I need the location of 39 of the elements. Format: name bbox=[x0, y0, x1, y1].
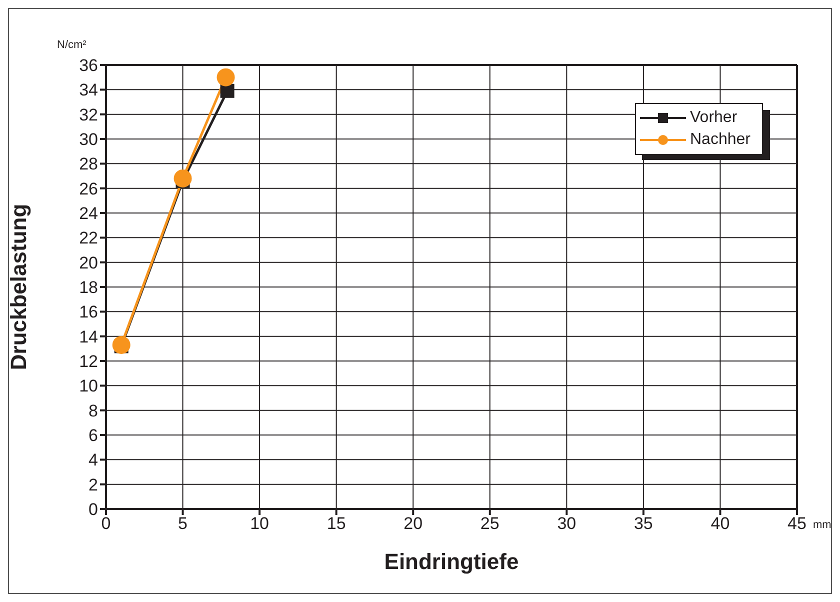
x-tick-label: 10 bbox=[250, 514, 270, 534]
y-tick-label: 22 bbox=[79, 228, 98, 248]
y-tick-label: 28 bbox=[79, 154, 98, 174]
x-tick-label: 15 bbox=[326, 514, 346, 534]
point bbox=[174, 169, 192, 188]
y-tick-label: 18 bbox=[79, 278, 98, 298]
x-tick-label: 5 bbox=[178, 514, 188, 534]
y-tick-label: 34 bbox=[79, 80, 98, 100]
x-tick-label: 25 bbox=[480, 514, 500, 534]
x-axis-title: Eindringtiefe bbox=[384, 549, 519, 574]
y-tick-label: 12 bbox=[79, 352, 98, 372]
y-tick-label: 24 bbox=[79, 204, 98, 224]
point bbox=[216, 68, 235, 86]
text: N/cm² bbox=[57, 39, 86, 51]
y-tick-label: 30 bbox=[79, 130, 98, 150]
y-tick-label: 6 bbox=[88, 426, 98, 446]
y-tick-label: 0 bbox=[88, 500, 98, 520]
text: mm bbox=[813, 519, 832, 531]
y-tick-label: 32 bbox=[79, 105, 98, 124]
legend-label: Nachher bbox=[690, 131, 750, 149]
x-tick-label: 40 bbox=[710, 514, 730, 534]
y-tick-label: 2 bbox=[88, 475, 98, 494]
x-tick-label: 45 bbox=[788, 514, 806, 534]
y-tick-label: 8 bbox=[88, 401, 98, 420]
y-tick-label: 36 bbox=[79, 56, 98, 76]
x-tick-label: 0 bbox=[101, 514, 111, 534]
point bbox=[112, 336, 130, 354]
y-tick-label: 20 bbox=[79, 253, 98, 272]
x-tick-label: 35 bbox=[634, 514, 653, 534]
y-tick-label: 14 bbox=[79, 327, 98, 346]
y-tick-label: 16 bbox=[79, 302, 98, 322]
y-tick-label: 10 bbox=[79, 376, 98, 396]
x-tick-label: 30 bbox=[557, 514, 576, 534]
y-tick-label: 26 bbox=[79, 179, 98, 198]
legend-label: Vorher bbox=[690, 109, 738, 127]
y-tick-label: 4 bbox=[88, 450, 98, 470]
x-tick-label: 20 bbox=[404, 514, 423, 534]
y-axis-title: Druckbelastung bbox=[6, 204, 31, 370]
point bbox=[220, 84, 234, 98]
